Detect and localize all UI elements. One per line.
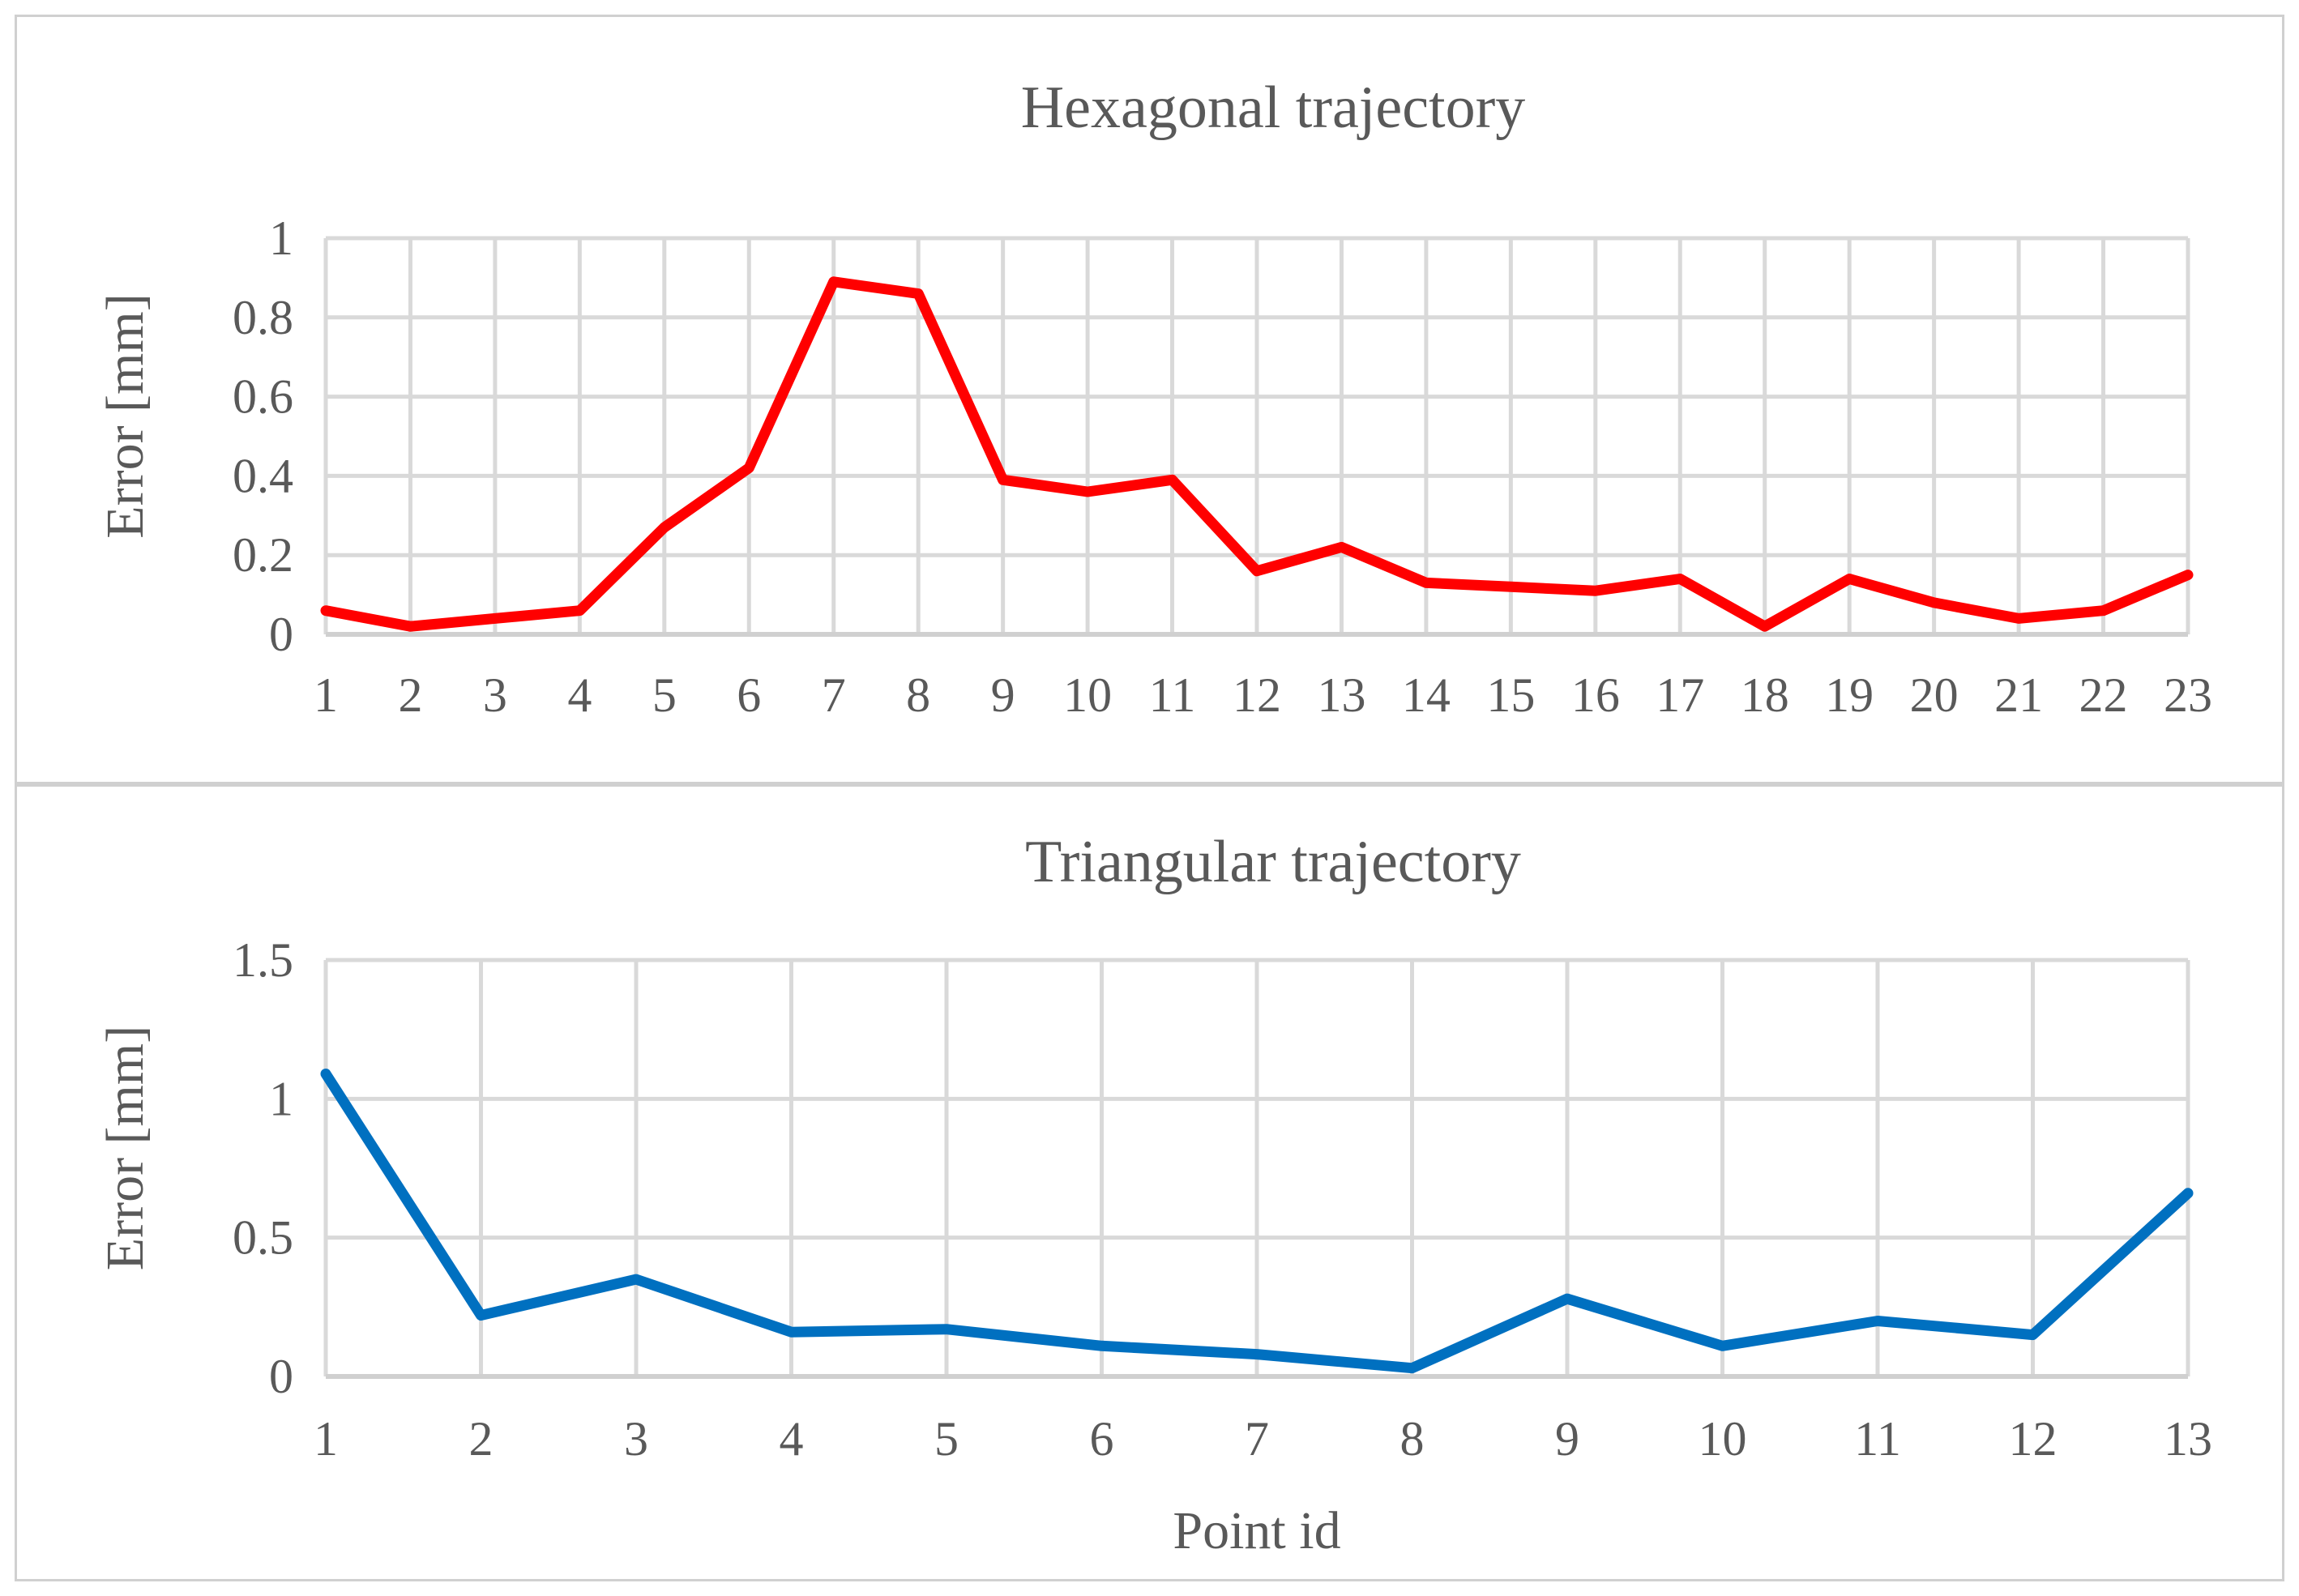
triangular-x-tick-label: 6 bbox=[1090, 1412, 1114, 1466]
hexagonal-data-point bbox=[1002, 479, 1004, 480]
hexagonal-x-tick-label: 19 bbox=[1825, 668, 1874, 722]
hexagonal-chart-title: Hexagonal trajectory bbox=[1021, 75, 1526, 141]
hexagonal-x-tick-label: 6 bbox=[737, 668, 761, 722]
triangular-chart: Triangular trajectory Error [mm] Point i… bbox=[96, 829, 2212, 1560]
hexagonal-data-point bbox=[833, 281, 835, 283]
triangular-x-axis-title: Point id bbox=[1173, 1501, 1340, 1560]
hexagonal-data-point bbox=[2103, 610, 2105, 612]
hexagonal-x-tick-label: 17 bbox=[1656, 668, 1704, 722]
hexagonal-chart: Hexagonal trajectory Error [mm] 0 0.2 0.4 0… bbox=[96, 75, 2212, 722]
hexagonal-x-tick-label: 5 bbox=[652, 668, 677, 722]
triangular-x-tick-label: 10 bbox=[1699, 1412, 1747, 1466]
triangular-y-tick-label: 0.5 bbox=[233, 1211, 293, 1265]
triangular-x-tick-label: 2 bbox=[469, 1412, 494, 1466]
triangular-x-tick-label: 8 bbox=[1400, 1412, 1425, 1466]
hexagonal-x-tick-label: 2 bbox=[398, 668, 422, 722]
triangular-x-tick-label: 7 bbox=[1245, 1412, 1269, 1466]
hexagonal-data-point bbox=[1595, 590, 1596, 591]
hexagonal-data-point bbox=[917, 292, 919, 294]
hexagonal-chart-panel: Hexagonal trajectory Error [mm] 0 0.2 0.4 0… bbox=[15, 15, 2284, 784]
hexagonal-y-tick-label: 1 bbox=[269, 211, 293, 265]
hexagonal-x-tick-label: 20 bbox=[1910, 668, 1959, 722]
hexagonal-data-point bbox=[1425, 582, 1427, 583]
hexagonal-data-point bbox=[409, 625, 411, 627]
hexagonal-data-point bbox=[1340, 546, 1342, 548]
triangular-data-point bbox=[1256, 1354, 1258, 1355]
hexagonal-data-point bbox=[1848, 578, 1850, 580]
hexagonal-x-tick-label: 13 bbox=[1317, 668, 1365, 722]
triangular-data-point bbox=[2187, 1193, 2189, 1194]
hexagonal-data-point bbox=[1679, 578, 1681, 580]
triangular-x-tick-label: 11 bbox=[1854, 1412, 1901, 1466]
hexagonal-data-point bbox=[1087, 491, 1088, 493]
triangular-data-point bbox=[1101, 1345, 1103, 1346]
hexagonal-x-tick-label: 11 bbox=[1149, 668, 1196, 722]
hexagonal-data-point bbox=[1764, 625, 1766, 627]
triangular-data-point bbox=[1566, 1298, 1568, 1299]
hexagonal-x-tick-label: 3 bbox=[483, 668, 507, 722]
triangular-x-tick-label: 9 bbox=[1555, 1412, 1579, 1466]
hexagonal-x-tick-label: 21 bbox=[1994, 668, 2043, 722]
triangular-data-point bbox=[325, 1073, 327, 1074]
hexagonal-x-tick-label: 16 bbox=[1571, 668, 1620, 722]
triangular-x-tick-label: 4 bbox=[780, 1412, 804, 1466]
hexagonal-data-point bbox=[1510, 586, 1511, 587]
hexagonal-y-axis-title: Error [mm] bbox=[96, 293, 155, 538]
triangular-x-tick-label: 3 bbox=[624, 1412, 648, 1466]
triangular-x-tick-label: 12 bbox=[2009, 1412, 2058, 1466]
hexagonal-x-tick-label: 15 bbox=[1486, 668, 1535, 722]
hexagonal-data-point bbox=[579, 610, 580, 612]
triangular-data-point bbox=[1722, 1345, 1724, 1346]
hexagonal-x-tick-label: 8 bbox=[906, 668, 930, 722]
hexagonal-x-tick-label: 7 bbox=[822, 668, 846, 722]
hexagonal-data-point bbox=[325, 610, 327, 612]
hexagonal-data-point bbox=[664, 527, 665, 528]
hexagonal-x-tick-label: 12 bbox=[1233, 668, 1281, 722]
hexagonal-x-tick-label: 4 bbox=[567, 668, 592, 722]
triangular-y-tick-label: 1 bbox=[269, 1072, 293, 1125]
triangular-y-tick-label: 1.5 bbox=[233, 933, 293, 987]
hexagonal-data-point bbox=[1172, 479, 1173, 480]
triangular-chart-panel: Triangular trajectory Error [mm] Point i… bbox=[15, 784, 2284, 1581]
hexagonal-y-tick-label: 0.8 bbox=[233, 291, 293, 344]
hexagonal-data-point bbox=[2187, 574, 2189, 576]
triangular-x-tick-label: 5 bbox=[934, 1412, 959, 1466]
hexagonal-data-point bbox=[748, 467, 750, 469]
hexagonal-data-point bbox=[2018, 617, 2019, 619]
hexagonal-x-tick-label: 18 bbox=[1741, 668, 1789, 722]
triangular-data-point bbox=[791, 1331, 793, 1333]
hexagonal-y-tick-label: 0.6 bbox=[233, 370, 293, 424]
hexagonal-x-tick-label: 10 bbox=[1063, 668, 1112, 722]
hexagonal-data-point bbox=[1934, 602, 1935, 604]
hexagonal-x-tick-label: 9 bbox=[991, 668, 1015, 722]
hexagonal-data-point bbox=[1256, 570, 1258, 572]
triangular-y-axis-title: Error [mm] bbox=[96, 1026, 155, 1270]
hexagonal-x-tick-label: 14 bbox=[1402, 668, 1451, 722]
triangular-data-point bbox=[1877, 1320, 1878, 1321]
triangular-data-point bbox=[481, 1315, 482, 1316]
triangular-y-tick-label: 0 bbox=[269, 1350, 293, 1403]
triangular-chart-title: Triangular trajectory bbox=[1025, 829, 1521, 895]
hexagonal-y-tick-label: 0.2 bbox=[233, 528, 293, 582]
triangular-data-point bbox=[1412, 1368, 1413, 1369]
triangular-x-tick-label: 1 bbox=[314, 1412, 338, 1466]
triangular-data-point bbox=[946, 1329, 947, 1330]
hexagonal-x-tick-label: 22 bbox=[2079, 668, 2128, 722]
hexagonal-y-tick-label: 0.4 bbox=[233, 449, 293, 502]
triangular-series-line bbox=[320, 1069, 2194, 1374]
hexagonal-x-tick-label: 1 bbox=[314, 668, 338, 722]
hexagonal-y-tick-label: 0 bbox=[269, 608, 293, 661]
triangular-data-point bbox=[635, 1278, 637, 1280]
hexagonal-x-tick-label: 23 bbox=[2164, 668, 2212, 722]
triangular-data-point bbox=[2032, 1334, 2034, 1336]
hexagonal-data-point bbox=[494, 617, 496, 619]
hexagonal-series-line bbox=[320, 276, 2194, 632]
triangular-x-tick-label: 13 bbox=[2164, 1412, 2212, 1466]
